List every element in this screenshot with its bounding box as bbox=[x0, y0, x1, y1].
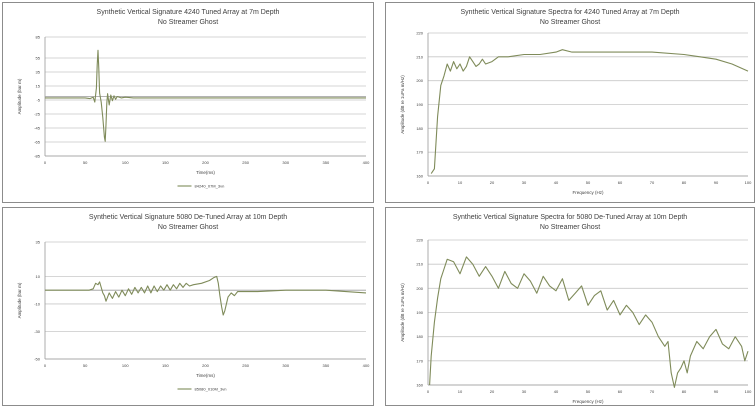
x-tick-label: 30 bbox=[522, 389, 527, 394]
chart-panel-4: Synthetic Vertical Signature Spectra for… bbox=[385, 207, 755, 406]
x-tick-label: 30 bbox=[522, 180, 527, 185]
y-tick-label: 200 bbox=[416, 286, 423, 291]
x-tick-label: 350 bbox=[323, 160, 330, 165]
y-axis-label: Amplitude (bar m) bbox=[17, 78, 22, 114]
x-tick-label: 300 bbox=[282, 160, 289, 165]
series-line bbox=[430, 49, 749, 174]
chart-subtitle: No Streamer Ghost bbox=[540, 19, 600, 26]
x-tick-label: 0 bbox=[44, 363, 47, 368]
x-tick-label: 50 bbox=[586, 389, 591, 394]
x-tick-label: 80 bbox=[682, 389, 687, 394]
x-tick-label: 20 bbox=[490, 180, 495, 185]
x-tick-label: 50 bbox=[83, 160, 88, 165]
legend-label: 84240_07M_3vn bbox=[195, 184, 225, 189]
y-tick-label: -10 bbox=[34, 301, 41, 306]
y-tick-label: -65 bbox=[34, 140, 41, 145]
y-tick-label: 190 bbox=[416, 310, 423, 315]
x-tick-label: 10 bbox=[458, 180, 463, 185]
x-tick-label: 20 bbox=[490, 389, 495, 394]
y-axis-label: Amplitude (dB re 1uPa m/Hz) bbox=[400, 75, 405, 134]
y-tick-label: 10 bbox=[36, 274, 41, 279]
y-tick-label: 160 bbox=[416, 174, 423, 179]
y-tick-label: 200 bbox=[416, 78, 423, 83]
y-tick-label: 190 bbox=[416, 102, 423, 107]
x-tick-label: 70 bbox=[650, 389, 655, 394]
y-tick-label: 170 bbox=[416, 358, 423, 363]
x-tick-label: 0 bbox=[427, 180, 430, 185]
chart-title: Synthetic Vertical Signature Spectra for… bbox=[453, 214, 687, 221]
x-tick-label: 0 bbox=[44, 160, 47, 165]
x-tick-label: 100 bbox=[122, 363, 129, 368]
y-tick-label: -5 bbox=[36, 98, 40, 103]
chart-subtitle: No Streamer Ghost bbox=[158, 224, 218, 231]
x-tick-label: 40 bbox=[554, 389, 559, 394]
y-axis-label: Amplitude (bar m) bbox=[17, 282, 22, 318]
x-tick-label: 400 bbox=[363, 160, 370, 165]
x-tick-label: 60 bbox=[618, 180, 623, 185]
y-axis-label: Amplitude (dB re 1uPa m/Hz) bbox=[400, 283, 405, 342]
series-line bbox=[45, 49, 366, 142]
x-tick-label: 400 bbox=[363, 363, 370, 368]
chart-title: Synthetic Vertical Signature Spectra for… bbox=[460, 9, 679, 16]
x-tick-label: 50 bbox=[83, 363, 88, 368]
y-tick-label: 220 bbox=[416, 31, 423, 36]
x-tick-label: 150 bbox=[162, 160, 169, 165]
chart-title: Synthetic Vertical Signature 4240 Tuned … bbox=[97, 9, 280, 16]
x-tick-label: 350 bbox=[323, 363, 330, 368]
y-tick-label: 180 bbox=[416, 334, 423, 339]
x-tick-label: 50 bbox=[586, 180, 591, 185]
chart-panel-2: Synthetic Vertical Signature Spectra for… bbox=[385, 2, 755, 203]
series-line bbox=[45, 275, 367, 316]
x-tick-label: 80 bbox=[682, 180, 687, 185]
x-tick-label: 300 bbox=[282, 363, 289, 368]
chart-panel-1: Synthetic Vertical Signature 4240 Tuned … bbox=[2, 2, 374, 203]
chart-subtitle: No Streamer Ghost bbox=[158, 19, 218, 26]
x-tick-label: 250 bbox=[242, 160, 249, 165]
y-tick-label: -30 bbox=[34, 329, 41, 334]
y-tick-label: 180 bbox=[416, 126, 423, 131]
chart-panel-3: Synthetic Vertical Signature 5080 De-Tun… bbox=[2, 207, 374, 406]
y-tick-label: 210 bbox=[416, 54, 423, 59]
y-tick-label: 15 bbox=[36, 84, 41, 89]
y-tick-label: 160 bbox=[416, 383, 423, 388]
y-tick-label: 35 bbox=[36, 240, 41, 245]
y-tick-label: 170 bbox=[416, 150, 423, 155]
y-tick-label: 210 bbox=[416, 262, 423, 267]
legend-label: 85080_010M_3vn bbox=[195, 387, 227, 392]
y-tick-label: -25 bbox=[34, 112, 41, 117]
x-tick-label: 60 bbox=[618, 389, 623, 394]
chart-1: Synthetic Vertical Signature 4240 Tuned … bbox=[17, 9, 370, 189]
x-tick-label: 10 bbox=[458, 389, 463, 394]
x-axis-label: Frequency (Hz) bbox=[572, 399, 604, 404]
x-axis-label: Time(ms) bbox=[196, 170, 215, 175]
x-tick-label: 90 bbox=[714, 389, 719, 394]
x-tick-label: 150 bbox=[162, 363, 169, 368]
chart-subtitle: No Streamer Ghost bbox=[540, 224, 600, 231]
x-tick-label: 100 bbox=[745, 180, 752, 185]
y-tick-label: -50 bbox=[34, 357, 41, 362]
chart-4: Synthetic Vertical Signature Spectra for… bbox=[400, 214, 752, 404]
series-line bbox=[429, 256, 749, 388]
y-tick-label: -85 bbox=[34, 154, 41, 159]
x-tick-label: 100 bbox=[122, 160, 129, 165]
x-tick-label: 90 bbox=[714, 180, 719, 185]
x-tick-label: 70 bbox=[650, 180, 655, 185]
x-tick-label: 200 bbox=[202, 160, 209, 165]
x-tick-label: 100 bbox=[745, 389, 752, 394]
x-axis-label: Time(ms) bbox=[196, 373, 215, 378]
x-tick-label: 250 bbox=[242, 363, 249, 368]
chart-2: Synthetic Vertical Signature Spectra for… bbox=[400, 9, 752, 195]
x-axis-label: Frequency (Hz) bbox=[572, 190, 604, 195]
chart-title: Synthetic Vertical Signature 5080 De-Tun… bbox=[89, 214, 287, 221]
chart-3: Synthetic Vertical Signature 5080 De-Tun… bbox=[17, 214, 370, 392]
y-tick-label: 220 bbox=[416, 238, 423, 243]
y-tick-label: -45 bbox=[34, 126, 41, 131]
x-tick-label: 0 bbox=[427, 389, 430, 394]
y-tick-label: 55 bbox=[36, 56, 41, 61]
x-tick-label: 40 bbox=[554, 180, 559, 185]
y-tick-label: 35 bbox=[36, 70, 41, 75]
y-tick-label: 85 bbox=[36, 35, 41, 40]
x-tick-label: 200 bbox=[202, 363, 209, 368]
